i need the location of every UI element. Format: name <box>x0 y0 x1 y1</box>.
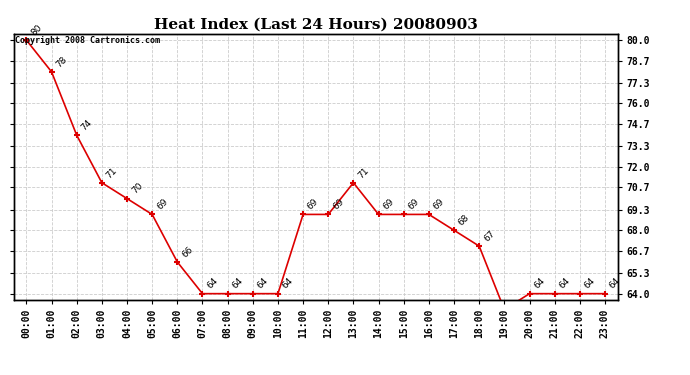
Text: 67: 67 <box>482 229 497 243</box>
Text: 64: 64 <box>532 276 546 291</box>
Text: 63: 63 <box>0 374 1 375</box>
Text: 64: 64 <box>608 276 622 291</box>
Text: 71: 71 <box>105 165 119 180</box>
Text: 69: 69 <box>155 197 170 211</box>
Text: 69: 69 <box>331 197 346 211</box>
Text: 69: 69 <box>406 197 421 211</box>
Text: 80: 80 <box>29 23 43 37</box>
Text: 78: 78 <box>55 54 69 69</box>
Text: 66: 66 <box>180 245 195 259</box>
Text: 69: 69 <box>306 197 320 211</box>
Text: 71: 71 <box>356 165 371 180</box>
Text: 64: 64 <box>230 276 245 291</box>
Text: 64: 64 <box>558 276 572 291</box>
Text: 70: 70 <box>130 181 144 196</box>
Text: 69: 69 <box>382 197 396 211</box>
Text: 64: 64 <box>281 276 295 291</box>
Text: 69: 69 <box>432 197 446 211</box>
Text: 74: 74 <box>79 118 94 132</box>
Text: 64: 64 <box>255 276 270 291</box>
Text: 64: 64 <box>582 276 597 291</box>
Title: Heat Index (Last 24 Hours) 20080903: Heat Index (Last 24 Hours) 20080903 <box>154 17 477 31</box>
Text: Copyright 2008 Cartronics.com: Copyright 2008 Cartronics.com <box>15 36 160 45</box>
Text: 64: 64 <box>205 276 219 291</box>
Text: 68: 68 <box>457 213 471 228</box>
